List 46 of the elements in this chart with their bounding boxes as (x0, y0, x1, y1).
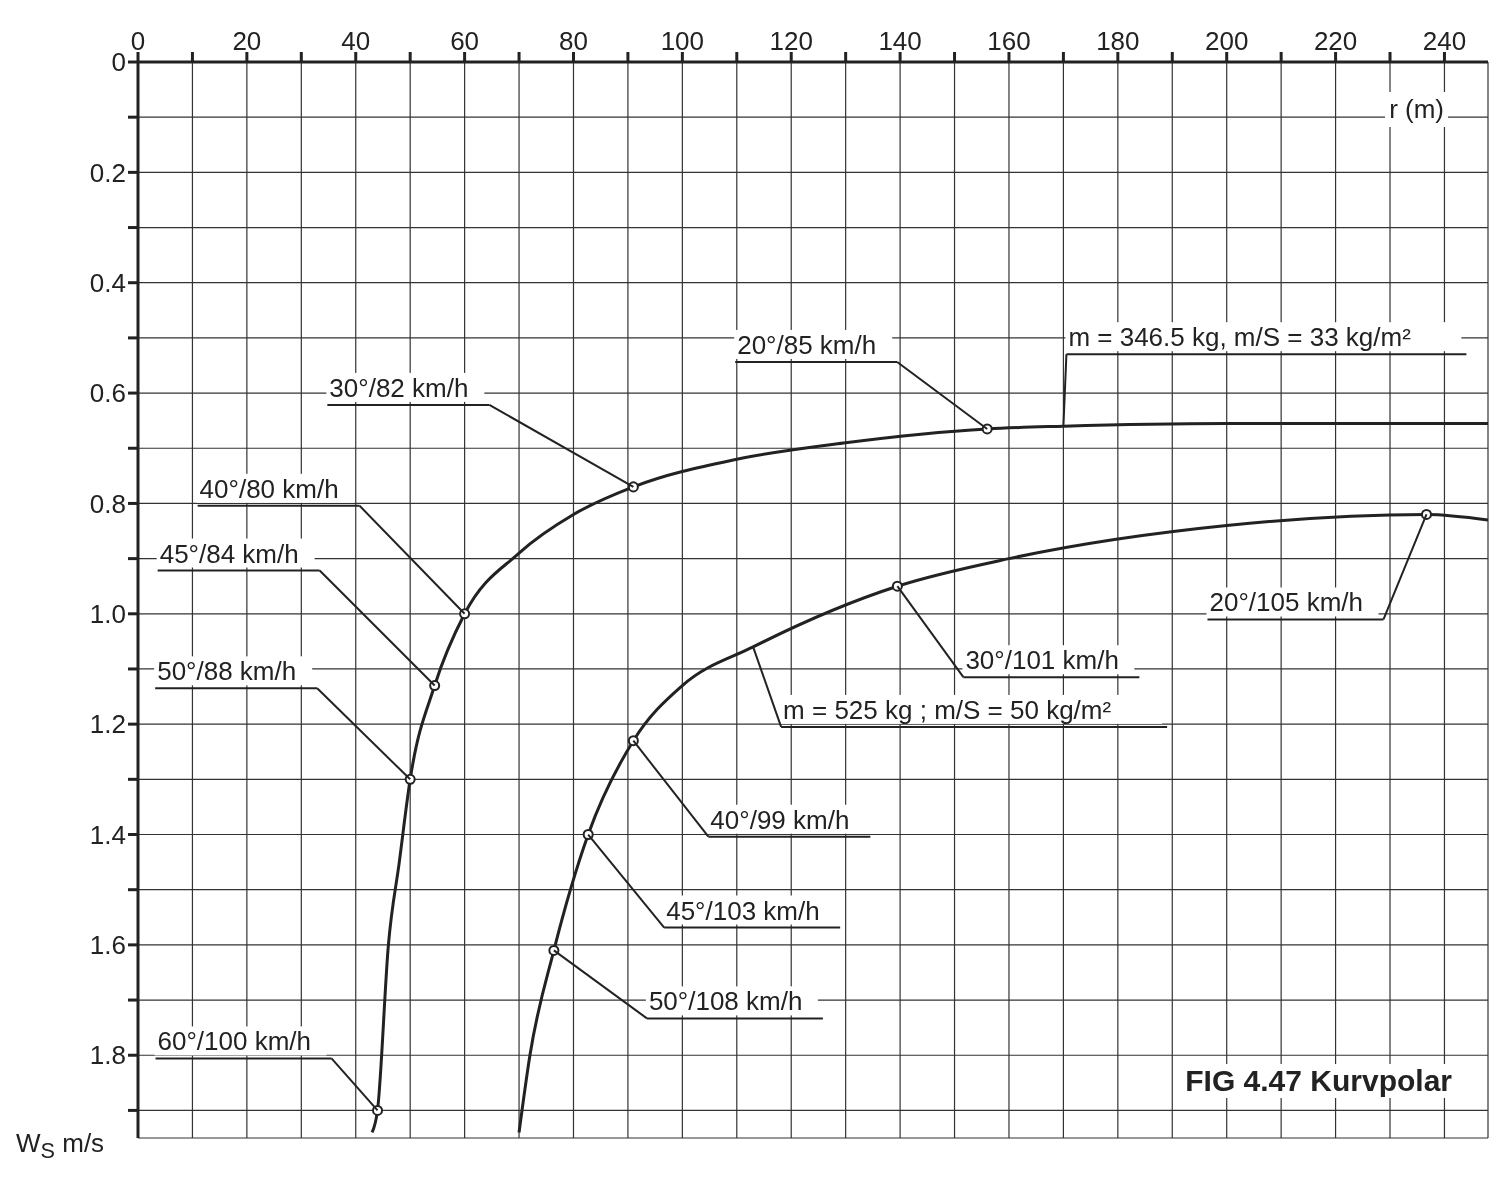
annotation: 45°/84 km/h (159, 538, 299, 569)
leader-label: 30°/101 km/h (896, 585, 1141, 679)
annotation: 30°/82 km/h (329, 372, 469, 403)
x-tick-label: 200 (1205, 26, 1249, 56)
x-tick-label: 20 (232, 26, 262, 56)
annotation: 30°/101 km/h (965, 645, 1119, 676)
leader-label: 60°/100 km/h (154, 1026, 379, 1112)
y-tick-label: 1.0 (89, 599, 126, 630)
y-tick-label: 0.2 (89, 157, 126, 188)
annotation: 20°/85 km/h (737, 329, 877, 360)
y-tick-label: 0.8 (89, 488, 126, 519)
x-tick-label: 120 (769, 26, 813, 56)
x-tick-label: 60 (450, 26, 480, 56)
annotation: FIG 4.47 Kurvpolar (1179, 1064, 1458, 1098)
y-tick-label: 0 (111, 47, 126, 78)
x-tick-label: 80 (559, 26, 588, 56)
annotation: 45°/103 km/h (666, 895, 820, 926)
x-tick-label: 240 (1422, 26, 1467, 56)
annotation: 50°/88 km/h (157, 656, 297, 687)
leader-label: 50°/108 km/h (552, 949, 824, 1020)
x-tick-label: 140 (878, 26, 922, 56)
x-tick-label: 0 (130, 26, 146, 56)
y-tick-label: 1.4 (89, 819, 126, 850)
leader-label: 20°/105 km/h (1206, 513, 1428, 621)
leader-label: 45°/103 km/h (587, 833, 842, 929)
annotation: 40°/99 km/h (710, 804, 850, 835)
x-axis-title: r (m) (1385, 92, 1448, 127)
x-tick-label: 100 (660, 26, 705, 56)
x-tick-label: 40 (341, 26, 371, 56)
leader-label: 40°/99 km/h (632, 739, 872, 838)
y-tick-label: 0.4 (89, 267, 126, 298)
annotation: 50°/108 km/h (648, 986, 803, 1017)
text: m = 525 kg ; m/S = 50 kg/m² (783, 694, 1112, 725)
leader-label: 20°/85 km/h (734, 329, 989, 430)
text: m = 346.5 kg, m/S = 33 kg/m² (1068, 322, 1412, 353)
y-tick-label: 1.8 (89, 1040, 126, 1071)
leader-label: 50°/88 km/h (154, 656, 412, 781)
x-tick-label: 160 (987, 26, 1031, 56)
y-tick-label: 1.6 (89, 930, 126, 961)
y-tick-label: 1.2 (89, 709, 126, 740)
annotation: 20°/105 km/h (1209, 587, 1363, 618)
annotation: 60°/100 km/h (157, 1026, 312, 1057)
y-axis-title: W$_{S}$ m/s (16, 1128, 105, 1165)
x-tick-label: 220 (1313, 26, 1358, 56)
y-tick-label: 0.6 (89, 378, 126, 409)
x-tick-label: 180 (1096, 26, 1140, 56)
